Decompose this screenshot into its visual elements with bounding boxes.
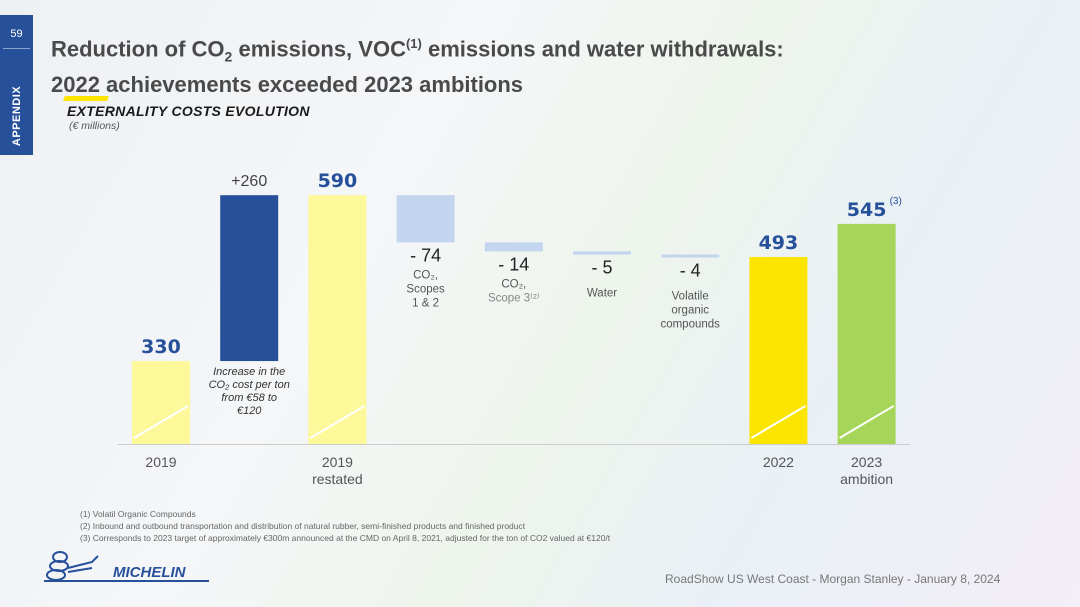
data-label: 330 [141, 336, 181, 358]
category-label: ambition [840, 471, 893, 487]
bar-hatch-mark [133, 405, 189, 439]
bar-note: organic [671, 305, 709, 317]
data-label: - 14 [498, 254, 529, 274]
bar-note: compounds [660, 319, 720, 331]
title-subscript: 2 [224, 48, 233, 65]
bar-hatch-mark [309, 405, 365, 439]
bar-hatch-mark [839, 405, 895, 439]
unit-label: (€ millions) [69, 120, 120, 132]
data-label: 590 [318, 170, 358, 192]
section-title: EXTERNALITY COSTS EVOLUTION [67, 103, 310, 119]
title-part: Reduction of CO [51, 36, 225, 62]
footer-text: RoadShow US West Coast - Morgan Stanley … [665, 572, 1001, 586]
title-superscript: (1) [405, 36, 422, 51]
logo-text: MICHELIN [113, 564, 186, 581]
bar-note: CO₂, [501, 278, 526, 290]
category-label: 2022 [763, 454, 794, 470]
title-line2: 2022 achievements exceeded 2023 ambition… [51, 71, 524, 97]
title-part: emissions, VOC [232, 36, 406, 62]
footnote: (1) Volatil Organic Compounds [80, 509, 196, 519]
bar-note: Scopes [406, 283, 445, 295]
bar-delta [484, 242, 543, 252]
data-label: 493 [759, 232, 799, 254]
data-label: - 74 [410, 245, 441, 265]
category-label: restated [312, 471, 363, 487]
footnotes: (1) Volatil Organic Compounds (2) Inboun… [80, 508, 610, 544]
bar-delta [220, 195, 279, 362]
bar-note: CO₂, [413, 269, 438, 281]
bar-note: Scope 3⁽²⁾ [488, 291, 540, 304]
data-label: 545 [847, 199, 887, 221]
bar-note: 1 & 2 [412, 297, 439, 309]
divider [3, 48, 30, 49]
bar-2019-restated [308, 195, 367, 444]
bar-note: Water [587, 288, 617, 300]
bar-note: Volatile [672, 291, 709, 303]
logo-underline [44, 580, 209, 582]
bar-2022 [749, 257, 808, 444]
bar-note: €120 [237, 405, 262, 417]
title-part: emissions and water withdrawals: [421, 36, 784, 62]
bar-note: Increase in the [213, 366, 285, 378]
michelin-logo [46, 551, 99, 581]
data-label: - 5 [591, 258, 612, 278]
data-label-superscript: (3) [890, 196, 902, 207]
bar-hatch-mark [750, 405, 806, 439]
bar-delta [661, 254, 720, 258]
data-label: - 4 [680, 261, 701, 281]
footnote: (3) Corresponds to 2023 target of approx… [80, 533, 611, 543]
page-title: Reduction of CO2 emissions, VOC(1) emiss… [51, 30, 784, 99]
bar-2023-ambition [837, 223, 896, 444]
bar-delta [396, 195, 455, 243]
bar-note: CO₂ cost per ton [209, 379, 290, 391]
footnote: (2) Inbound and outbound transportation … [80, 521, 526, 531]
category-label: 2023 [851, 454, 882, 470]
category-label: 2019 [322, 454, 353, 470]
category-label: 2019 [145, 454, 176, 470]
page-number: 59 [10, 28, 23, 40]
data-label: +260 [231, 173, 267, 190]
bar-2019 [132, 361, 190, 444]
bar-note: from €58 to [221, 392, 277, 404]
sidebar-tab [0, 15, 33, 155]
bar-delta [573, 251, 631, 255]
